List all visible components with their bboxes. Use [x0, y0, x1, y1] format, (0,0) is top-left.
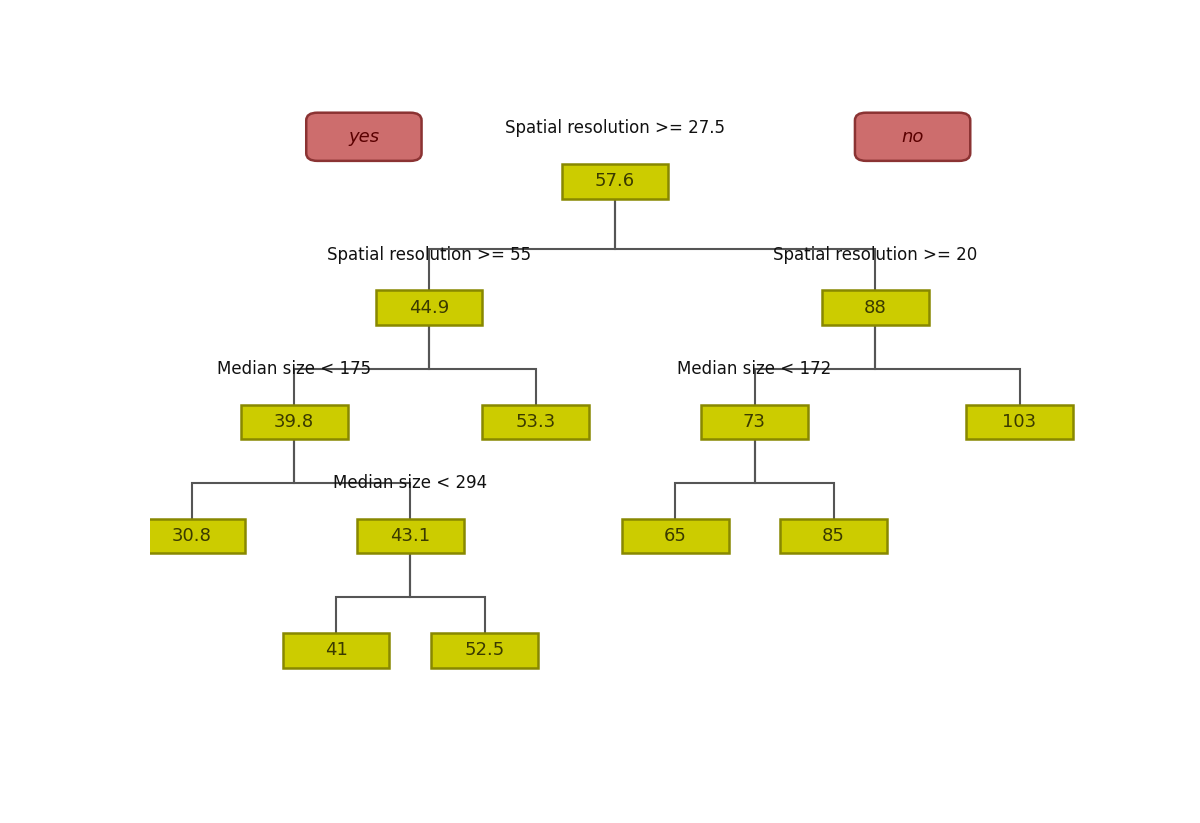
FancyBboxPatch shape	[966, 405, 1073, 439]
Text: 65: 65	[664, 527, 686, 545]
Text: Median size < 172: Median size < 172	[677, 360, 832, 378]
Text: 53.3: 53.3	[516, 413, 556, 431]
Text: 52.5: 52.5	[464, 641, 505, 659]
FancyBboxPatch shape	[282, 633, 390, 667]
Text: 43.1: 43.1	[390, 527, 431, 545]
Text: 57.6: 57.6	[595, 172, 635, 190]
FancyBboxPatch shape	[622, 518, 728, 553]
Text: yes: yes	[348, 128, 379, 146]
Text: 73: 73	[743, 413, 766, 431]
Text: 39.8: 39.8	[274, 413, 314, 431]
FancyBboxPatch shape	[431, 633, 539, 667]
FancyBboxPatch shape	[562, 164, 668, 198]
Text: Spatial resolution >= 27.5: Spatial resolution >= 27.5	[505, 119, 725, 137]
FancyBboxPatch shape	[854, 113, 971, 160]
FancyBboxPatch shape	[138, 518, 245, 553]
FancyBboxPatch shape	[356, 518, 464, 553]
FancyBboxPatch shape	[241, 405, 348, 439]
FancyBboxPatch shape	[482, 405, 589, 439]
Text: no: no	[901, 128, 924, 146]
Text: 103: 103	[1002, 413, 1037, 431]
Text: 41: 41	[324, 641, 348, 659]
Text: Median size < 175: Median size < 175	[217, 360, 371, 378]
Text: 30.8: 30.8	[172, 527, 211, 545]
Text: 85: 85	[822, 527, 845, 545]
Text: 44.9: 44.9	[409, 299, 449, 317]
Text: Spatial resolution >= 55: Spatial resolution >= 55	[326, 245, 532, 263]
FancyBboxPatch shape	[822, 291, 929, 325]
FancyBboxPatch shape	[780, 518, 887, 553]
FancyBboxPatch shape	[306, 113, 421, 160]
FancyBboxPatch shape	[701, 405, 808, 439]
FancyBboxPatch shape	[376, 291, 482, 325]
Text: 88: 88	[864, 299, 887, 317]
Text: Median size < 294: Median size < 294	[334, 474, 487, 491]
Text: Spatial resolution >= 20: Spatial resolution >= 20	[773, 245, 978, 263]
